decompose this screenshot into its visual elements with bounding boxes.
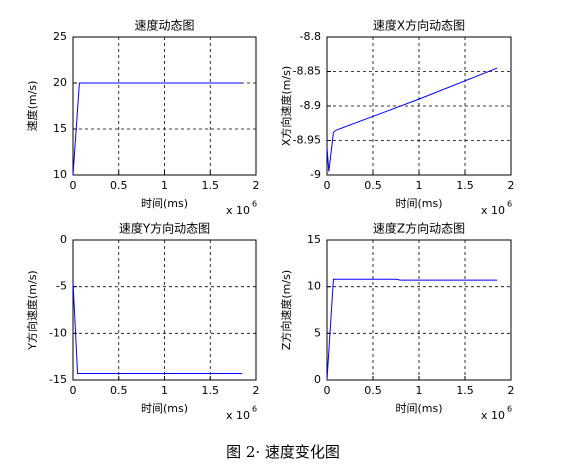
y-tick-label: 25 (53, 30, 67, 43)
x-scale-label: x 10 (226, 204, 250, 217)
x-axis-label: 时间(ms) (395, 402, 442, 415)
x-tick-label: 0.5 (110, 384, 128, 397)
y-tick-label: 0 (60, 233, 67, 246)
y-tick-label: 20 (53, 76, 67, 89)
x-tick-label: 0 (70, 384, 77, 397)
x-scale-exponent: 6 (507, 200, 512, 209)
y-tick-label: -9 (310, 168, 321, 181)
x-scale-label: x 10 (481, 204, 505, 217)
x-tick-label: 1 (416, 179, 423, 192)
chart-title: 速度X方向动态图 (373, 18, 465, 33)
x-scale-exponent: 6 (252, 405, 257, 414)
y-tick-label: -8.85 (293, 65, 321, 78)
x-tick-label: 0.5 (364, 179, 382, 192)
y-tick-label: -8.8 (300, 30, 321, 43)
x-axis-label: 时间(ms) (395, 197, 442, 210)
y-tick-label: 15 (307, 233, 321, 246)
x-tick-label: 1.5 (202, 179, 220, 192)
x-tick-label: 0 (70, 179, 77, 192)
x-axis-label: 时间(ms) (141, 402, 188, 415)
x-tick-label: 2 (253, 384, 260, 397)
y-tick-label: -5 (56, 280, 67, 293)
y-tick-label: -8.9 (300, 99, 321, 112)
chart-title: 速度Z方向动态图 (373, 221, 465, 236)
y-axis-label: X方向速度(m/s) (279, 66, 293, 146)
x-tick-label: 1 (161, 384, 168, 397)
data-line (72, 281, 243, 374)
y-tick-label: -8.95 (293, 134, 321, 147)
caption: 图 2· 速度变化图 (226, 443, 340, 461)
y-axis-label: Y方向速度(m/s) (25, 270, 39, 350)
y-tick-label: -15 (49, 373, 67, 386)
y-axis-label: Z方向速度(m/s) (279, 270, 293, 350)
y-tick-label: -10 (49, 326, 67, 339)
x-tick-label: 1.5 (202, 384, 220, 397)
x-tick-label: 1.5 (456, 179, 474, 192)
x-tick-label: 1 (416, 384, 423, 397)
x-tick-label: 1 (161, 179, 168, 192)
data-line (326, 67, 498, 172)
axes-frame (72, 36, 257, 176)
data-line (326, 278, 498, 381)
x-scale-label: x 10 (226, 409, 250, 422)
x-scale-label: x 10 (481, 409, 505, 422)
y-tick-label: 15 (53, 122, 67, 135)
x-scale-exponent: 6 (507, 405, 512, 414)
x-tick-label: 0 (324, 179, 331, 192)
x-tick-label: 1.5 (456, 384, 474, 397)
x-scale-exponent: 6 (252, 200, 257, 209)
axes-frame (326, 239, 512, 381)
y-axis-label: 速度(m/s) (25, 81, 39, 132)
x-tick-label: 0 (324, 384, 331, 397)
y-tick-label: 10 (307, 280, 321, 293)
x-tick-label: 2 (253, 179, 260, 192)
axes-frame (72, 239, 257, 381)
data-line (72, 82, 243, 176)
x-tick-label: 0.5 (364, 384, 382, 397)
x-tick-label: 2 (508, 179, 515, 192)
chart-title: 速度Y方向动态图 (119, 221, 210, 236)
y-tick-label: 10 (53, 168, 67, 181)
y-tick-label: 0 (314, 373, 321, 386)
chart-title: 速度动态图 (134, 18, 194, 33)
x-tick-label: 0.5 (110, 179, 128, 192)
x-tick-label: 2 (508, 384, 515, 397)
x-axis-label: 时间(ms) (141, 197, 188, 210)
axes-frame (326, 36, 512, 176)
y-tick-label: 5 (314, 326, 321, 339)
